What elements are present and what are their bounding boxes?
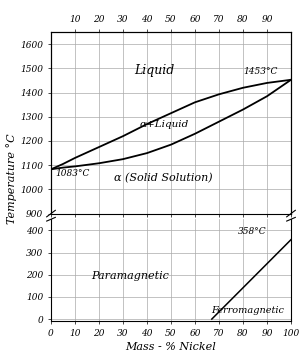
Text: Liquid: Liquid — [134, 64, 174, 77]
Text: Paramagnetic: Paramagnetic — [91, 271, 169, 281]
Text: α+Liquid: α+Liquid — [139, 120, 188, 129]
Text: 1453°C: 1453°C — [243, 67, 278, 76]
Text: 1083°C: 1083°C — [56, 169, 90, 178]
Text: 358°C: 358°C — [238, 227, 267, 236]
Text: Ferromagnetic: Ferromagnetic — [211, 306, 284, 315]
Text: α (Solid Solution): α (Solid Solution) — [115, 173, 213, 183]
Text: Temperature °C: Temperature °C — [7, 133, 17, 224]
X-axis label: Mass - % Nickel: Mass - % Nickel — [126, 342, 216, 352]
